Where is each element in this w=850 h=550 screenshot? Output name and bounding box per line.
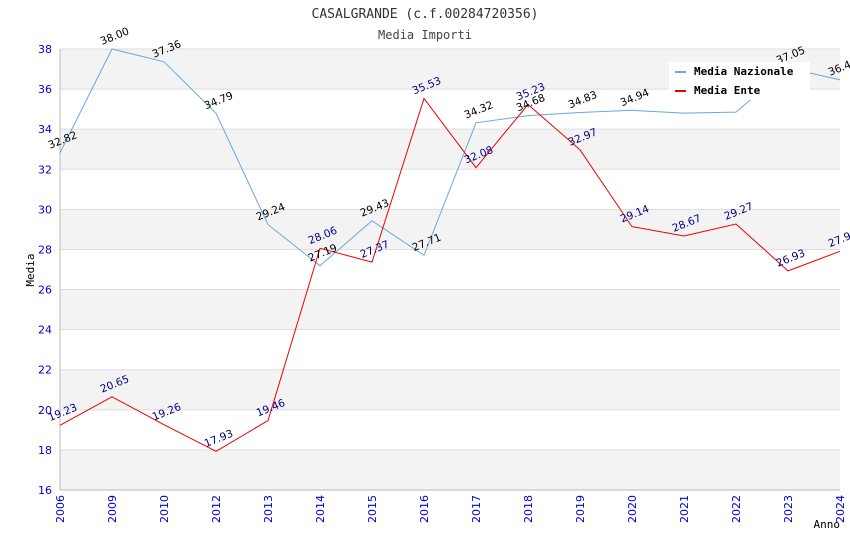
chart-subtitle: Media Importi	[378, 28, 472, 42]
x-tick-label: 2024	[834, 495, 847, 523]
x-tick-label: 2009	[106, 495, 119, 523]
x-tick-label: 2018	[522, 495, 535, 523]
x-tick-label: 2015	[366, 495, 379, 523]
y-tick-label: 24	[38, 324, 52, 337]
series-line-media-nazionale	[59, 48, 841, 267]
y-tick-label: 34	[38, 123, 52, 136]
data-label: 34.94	[619, 87, 652, 110]
grid-bands	[60, 49, 840, 490]
x-tick-label: 2021	[678, 495, 691, 523]
y-tick-label: 28	[38, 243, 52, 256]
y-axis-ticks: 16 18 20 22 24 26 28 30 32 34 36 38	[38, 43, 52, 497]
grid-band	[60, 289, 840, 330]
x-axis-ticks: 2006 2009 2010 2012 2013 2014 2015 2016 2017 2018…	[54, 495, 847, 523]
y-tick-label: 30	[38, 203, 52, 216]
y-axis-label: Media	[24, 253, 37, 286]
x-axis-label: Anno	[814, 518, 841, 531]
x-tick-label: 2014	[314, 495, 327, 523]
grid-band	[60, 209, 840, 250]
y-tick-label: 18	[38, 444, 52, 457]
x-tick-label: 2022	[730, 495, 743, 523]
series-line-media-ente	[59, 97, 841, 452]
grid-band	[60, 369, 840, 410]
y-tick-label: 36	[38, 83, 52, 96]
y-tick-label: 16	[38, 484, 52, 497]
x-tick-label: 2006	[54, 495, 67, 523]
x-tick-label: 2017	[470, 495, 483, 523]
grid-lines	[60, 48, 840, 491]
x-tick-label: 2010	[158, 495, 171, 523]
y-tick-label: 20	[38, 404, 52, 417]
data-label: 34.79	[203, 90, 235, 112]
data-label: 34.83	[567, 89, 599, 111]
legend-box	[669, 62, 810, 100]
series-lines	[59, 48, 841, 452]
data-label: 26.93	[775, 247, 807, 269]
legend-label-media-ente: Media Ente	[694, 84, 761, 97]
chart-title: CASALGRANDE (c.f.00284720356)	[312, 7, 539, 22]
y-tick-label: 22	[38, 364, 52, 377]
legend-label-media-nazionale: Media Nazionale	[694, 65, 794, 78]
x-tick-label: 2013	[262, 495, 275, 523]
y-tick-label: 26	[38, 284, 52, 297]
grid-band	[60, 449, 840, 490]
x-tick-label: 2023	[782, 495, 795, 523]
data-label: 38.00	[99, 25, 131, 47]
data-label: 34.32	[463, 99, 495, 121]
y-tick-label: 38	[38, 43, 52, 56]
grid-band	[60, 129, 840, 170]
legend: Media Nazionale Media Ente	[669, 62, 810, 100]
x-tick-label: 2020	[626, 495, 639, 523]
y-tick-label: 32	[38, 163, 52, 176]
x-tick-label: 2012	[210, 495, 223, 523]
x-tick-label: 2016	[418, 495, 431, 523]
data-label: 17.93	[203, 428, 235, 450]
x-tick-label: 2019	[574, 495, 587, 523]
